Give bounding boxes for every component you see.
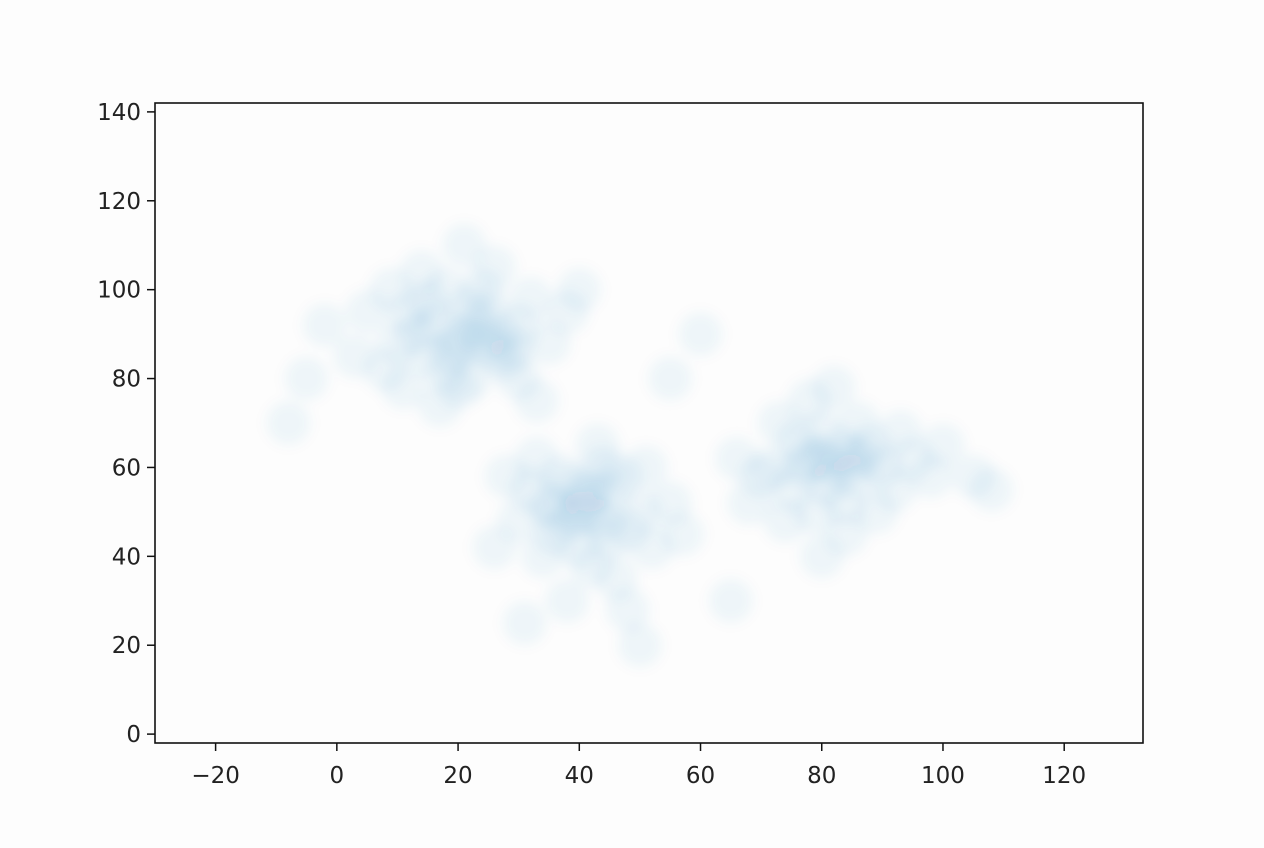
scatter-point (514, 378, 559, 423)
scatter-point (969, 467, 1014, 512)
x-tick-label: 80 (807, 763, 836, 789)
x-tick-label: 100 (921, 763, 965, 789)
scatter-point (587, 516, 632, 561)
scatter-point (623, 445, 668, 490)
scatter-point (266, 401, 311, 445)
scatter-point (811, 365, 856, 410)
x-axis: −20 0 20 40 60 80 100 120 (191, 743, 1086, 789)
scatter-point (369, 267, 414, 312)
scatter-point (648, 356, 693, 401)
y-tick-label: 60 (112, 455, 141, 481)
y-axis: 0 20 40 60 80 100 120 140 (97, 100, 155, 748)
scatter-point (381, 365, 426, 410)
scatter-point (605, 587, 650, 632)
scatter-point (569, 467, 614, 512)
x-tick-label: 40 (565, 763, 594, 789)
x-tick-label: 0 (330, 763, 345, 789)
scatter-point (557, 267, 602, 312)
scatter-point (799, 534, 844, 579)
scatter-point (284, 356, 329, 401)
scatter-point (575, 423, 620, 468)
scatter-point (502, 601, 547, 645)
x-tick-label: 120 (1042, 763, 1086, 789)
scatter-point (799, 436, 844, 481)
scatter-point (727, 481, 772, 525)
x-tick-label: 60 (686, 763, 715, 789)
scatter-point (617, 623, 662, 668)
scatter-point (302, 303, 347, 348)
scatter-point (830, 436, 875, 481)
x-tick-label: −20 (191, 763, 240, 789)
scatter-point (520, 534, 565, 579)
y-tick-label: 40 (112, 544, 141, 570)
scatter-point (417, 383, 462, 428)
scatter-point (533, 489, 578, 534)
y-tick-label: 0 (126, 722, 141, 748)
y-tick-label: 80 (112, 367, 141, 393)
scatter-point (472, 525, 517, 570)
y-tick-label: 140 (97, 100, 141, 126)
y-tick-label: 120 (97, 189, 141, 215)
scatter-point (442, 321, 487, 365)
scatter-point (442, 223, 487, 268)
x-tick-label: 20 (443, 763, 472, 789)
scatter-point (405, 281, 450, 325)
scatter-point (660, 512, 705, 557)
scatter-point (678, 312, 723, 357)
scatter-point (854, 489, 899, 534)
y-tick-label: 20 (112, 633, 141, 659)
scatter-point (508, 276, 553, 321)
plot-frame (154, 102, 1144, 744)
scatter-point (545, 578, 590, 623)
scatter-point (757, 401, 802, 445)
scatter-point (460, 267, 505, 312)
scatter-point (333, 334, 378, 379)
y-tick-label: 100 (97, 278, 141, 304)
scatter-point (714, 436, 759, 481)
scatter-point (878, 409, 923, 454)
scatter-point (763, 498, 808, 543)
scatter-point (708, 578, 753, 623)
scatter-point (920, 423, 965, 468)
scatter-points (266, 223, 1014, 668)
